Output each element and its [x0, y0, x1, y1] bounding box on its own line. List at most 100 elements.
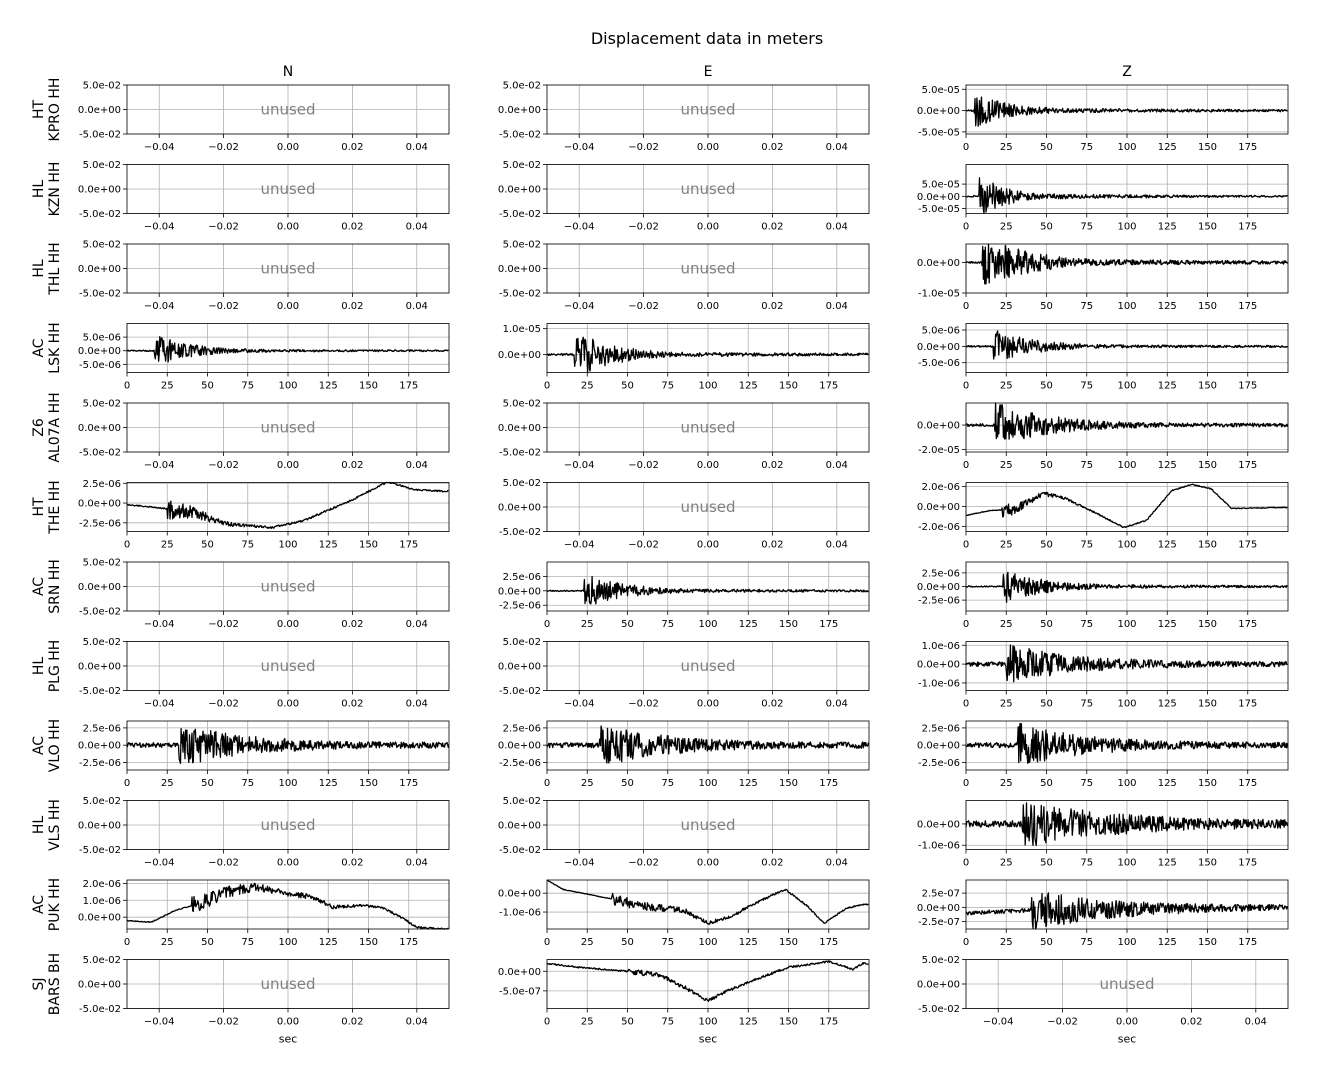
y-tick-label: 5.0e-05: [922, 85, 960, 96]
y-tick-label: -5.0e-02: [499, 209, 541, 220]
x-tick-label: 25: [161, 540, 174, 551]
x-tick-label: −0.02: [208, 460, 239, 471]
x-tick-label: 0: [544, 937, 550, 948]
y-tick-label: 5.0e-06: [83, 333, 121, 344]
row-label-station: KZN HH: [47, 162, 63, 217]
x-tick-label: 150: [1198, 699, 1217, 710]
waveform-trace: [965, 177, 1288, 214]
y-tick-label: -5.0e-02: [79, 209, 121, 220]
column-title-z: Z: [1122, 64, 1132, 80]
x-tick-label: 75: [1080, 460, 1093, 471]
x-tick-label: 125: [739, 381, 758, 392]
panel-2-z: 0 25 50 75 100 125 150 175 0.0e+00 -1.0e-05: [917, 243, 1289, 312]
row-label-network: HL: [31, 259, 47, 278]
y-tick-label: 2.0e-06: [83, 879, 121, 890]
row-label-station: KPRO HH: [47, 78, 63, 142]
x-tick-label: 125: [1158, 937, 1177, 948]
x-tick-label: 150: [779, 778, 798, 789]
y-tick-label: 5.0e-02: [83, 955, 121, 966]
waveform-trace: [546, 879, 869, 925]
x-tick-label: 50: [201, 778, 214, 789]
x-tick-label: 25: [161, 937, 174, 948]
x-tick-label: 0: [963, 858, 969, 869]
panel-7-e: unused −0.04 −0.02 0.00 0.02 0.04 5.0e-02 0.0e+…: [498, 637, 870, 710]
x-tick-label: 0.02: [341, 858, 363, 869]
x-tick-label: 0: [963, 381, 969, 392]
waveform-trace: [965, 402, 1289, 440]
x-tick-label: 0: [544, 619, 550, 630]
x-tick-label: 125: [739, 1017, 758, 1028]
x-tick-label: 50: [1040, 460, 1053, 471]
y-tick-label: 5.0e-02: [503, 478, 541, 489]
row-label-station: THL HH: [47, 242, 63, 295]
row-label-network: AC: [31, 577, 47, 596]
y-tick-label: -5.0e-02: [79, 130, 121, 141]
y-tick-label: 5.0e-02: [83, 637, 121, 648]
waveform-trace: [965, 96, 1288, 127]
row-label-plg-hh: HLPLG HH: [31, 640, 63, 693]
x-axis-label: sec: [1118, 1033, 1137, 1046]
x-tick-label: −0.04: [144, 699, 175, 710]
x-tick-label: 150: [779, 619, 798, 630]
y-tick-label: 5.0e-02: [922, 955, 960, 966]
x-tick-label: −0.02: [628, 460, 659, 471]
x-tick-label: 50: [201, 381, 214, 392]
unused-label: unused: [260, 975, 315, 993]
x-tick-label: 50: [201, 540, 214, 551]
x-tick-label: 150: [359, 937, 378, 948]
x-tick-label: −0.02: [208, 1017, 239, 1028]
x-tick-label: 0.02: [341, 699, 363, 710]
x-tick-label: 0.00: [277, 222, 299, 233]
x-tick-label: 100: [1117, 460, 1136, 471]
waveform-trace: [126, 727, 450, 765]
x-tick-label: 25: [161, 381, 174, 392]
x-tick-label: 25: [161, 778, 174, 789]
x-tick-label: 0.00: [697, 301, 719, 312]
panel-0-n: unused −0.04 −0.02 0.00 0.02 0.04 5.0e-02 0.0e+…: [78, 81, 450, 153]
x-tick-label: 0.02: [761, 222, 783, 233]
x-tick-label: 100: [1117, 381, 1136, 392]
x-tick-label: 0: [963, 778, 969, 789]
y-tick-label: 2.5e-06: [503, 723, 541, 734]
x-tick-label: 75: [241, 381, 254, 392]
y-tick-label: 0.0e+00: [498, 967, 541, 978]
x-tick-label: 125: [319, 937, 338, 948]
x-tick-label: −0.02: [208, 699, 239, 710]
x-tick-label: 0.02: [341, 301, 363, 312]
x-tick-label: 0.04: [826, 460, 848, 471]
x-tick-label: 0: [544, 381, 550, 392]
x-tick-label: 125: [739, 778, 758, 789]
y-tick-label: 0.0e+00: [917, 980, 960, 991]
y-tick-label: 0.0e+00: [917, 421, 960, 432]
x-tick-label: 150: [779, 937, 798, 948]
y-tick-label: 0.0e+00: [498, 423, 541, 434]
y-tick-label: 0.0e+00: [917, 258, 960, 269]
panel-6-e: 0 25 50 75 100 125 150 175 2.5e-06 0.0e+00 -2.5e-0…: [498, 561, 870, 630]
row-label-network: SJ: [31, 977, 47, 990]
y-tick-label: 2.5e-06: [922, 568, 960, 579]
row-label-station: SRN HH: [47, 559, 63, 614]
x-tick-label: 0.00: [277, 142, 299, 153]
x-tick-label: 0: [963, 540, 969, 551]
panel-9-z: 0 25 50 75 100 125 150 175 0.0e+00 -1.0e-06: [917, 800, 1289, 869]
x-tick-label: −0.02: [208, 222, 239, 233]
row-label-network: HL: [31, 657, 47, 676]
x-tick-label: 0.00: [277, 301, 299, 312]
y-tick-label: 0.0e+00: [498, 662, 541, 673]
panel-1-n: unused −0.04 −0.02 0.00 0.02 0.04 5.0e-02 0.0e+…: [78, 160, 450, 233]
x-tick-label: 25: [1000, 699, 1013, 710]
x-tick-label: 25: [581, 937, 594, 948]
x-tick-label: 25: [1000, 778, 1013, 789]
panel-3-n: 0 25 50 75 100 125 150 175 5.0e-06 0.0e+00 -5.0e-0…: [78, 323, 450, 392]
x-tick-label: 100: [698, 619, 717, 630]
unused-label: unused: [680, 180, 735, 198]
x-tick-label: 100: [698, 1017, 717, 1028]
y-tick-label: 0.0e+00: [78, 980, 121, 991]
x-tick-label: 125: [739, 937, 758, 948]
x-tick-label: 0: [124, 778, 130, 789]
y-tick-label: -1.0e-06: [499, 908, 541, 919]
x-tick-label: 75: [1080, 222, 1093, 233]
x-tick-label: 0.02: [761, 858, 783, 869]
x-tick-label: 150: [1198, 858, 1217, 869]
